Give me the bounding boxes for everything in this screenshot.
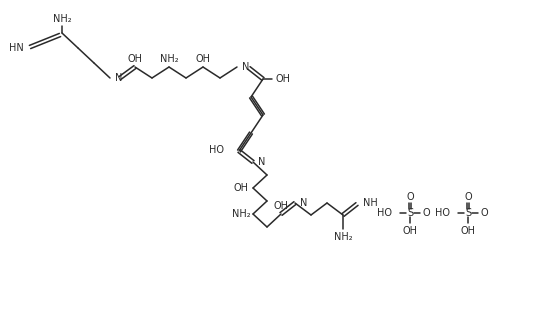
Text: HO: HO [209, 145, 224, 155]
Text: HO: HO [435, 208, 450, 218]
Text: N: N [242, 62, 249, 72]
Text: NH₂: NH₂ [160, 54, 178, 64]
Text: OH: OH [403, 226, 417, 236]
Text: O: O [422, 208, 430, 218]
Text: S: S [407, 208, 413, 218]
Text: O: O [406, 192, 414, 202]
Text: OH: OH [275, 74, 290, 84]
Text: N: N [115, 73, 122, 83]
Text: N: N [300, 198, 307, 208]
Text: O: O [464, 192, 472, 202]
Text: O: O [480, 208, 488, 218]
Text: N: N [258, 157, 266, 167]
Text: OH: OH [196, 54, 210, 64]
Text: NH₂: NH₂ [231, 209, 250, 219]
Text: OH: OH [234, 183, 248, 193]
Text: OH: OH [461, 226, 475, 236]
Text: NH₂: NH₂ [53, 14, 72, 24]
Text: S: S [465, 208, 471, 218]
Text: OH: OH [274, 201, 288, 211]
Text: NH₂: NH₂ [334, 232, 352, 242]
Text: HN: HN [9, 43, 24, 53]
Text: NH: NH [363, 198, 378, 208]
Text: HO: HO [377, 208, 392, 218]
Text: OH: OH [127, 54, 143, 64]
